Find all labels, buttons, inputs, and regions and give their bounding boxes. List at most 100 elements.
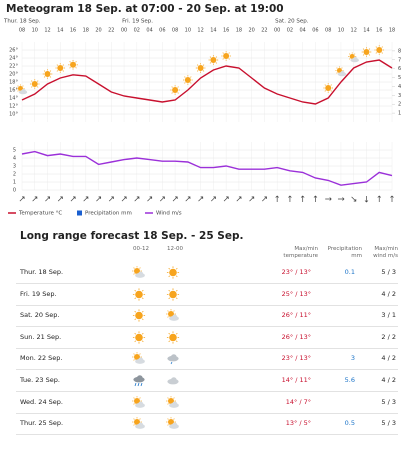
y-tick-label: 0: [13, 188, 16, 194]
sun: [44, 71, 51, 77]
sun-ray: [209, 56, 212, 58]
sun-ray: [168, 340, 171, 342]
hour-label: 08: [172, 28, 178, 34]
day: Sun. 21 Sep.: [20, 332, 62, 341]
sun-ray: [141, 332, 144, 335]
legend-label: Temperature °C: [18, 211, 62, 217]
sun-ray: [69, 67, 71, 69]
sun-ray: [336, 67, 338, 69]
sun-ray: [49, 76, 52, 78]
wind: 5 / 3: [381, 268, 396, 276]
day-label: Sat. 20 Sep.: [275, 19, 309, 25]
sun-ray: [133, 273, 135, 275]
hour-label: 02: [287, 28, 293, 34]
sun-ray: [349, 53, 351, 55]
forecast-title: Long range forecast 18 Sep. - 25 Sep.: [20, 230, 244, 242]
temperature: 26° / 11°: [281, 311, 311, 320]
sun-ray: [196, 70, 199, 72]
sun-ray: [31, 80, 33, 82]
sun-ray: [349, 58, 351, 60]
temperature: 26° / 13°: [281, 332, 311, 341]
sun-ray: [167, 396, 169, 399]
wind: 4 / 2: [381, 289, 396, 298]
y2-tick-label: 6: [398, 66, 401, 72]
y-tick-label: 10°: [9, 112, 18, 118]
hour-label: 10: [32, 28, 38, 34]
sun-ray: [341, 67, 343, 69]
y2-tick-label: 4: [398, 84, 401, 90]
y2-tick-label: 1: [398, 111, 401, 117]
sun: [197, 65, 204, 71]
temperature: 23° / 13°: [281, 268, 311, 276]
wind-arrow: [262, 196, 267, 202]
sun-ray: [167, 424, 169, 426]
sun: [135, 311, 143, 320]
weather-icon: [132, 352, 145, 365]
sun: [349, 54, 355, 59]
y-tick-label: 14°: [9, 96, 18, 102]
sun-ray: [375, 46, 377, 48]
forecast-row: Sun. 21 Sep. 26° / 13° 2 / 2: [16, 327, 398, 349]
hour-label: 22: [261, 28, 267, 34]
sun-ray: [167, 316, 169, 318]
hour-label: 20: [95, 28, 101, 34]
y2-tick-label: 7: [398, 57, 401, 63]
y2-tick-label: 3: [398, 93, 401, 99]
weather-icon: [132, 395, 145, 408]
series-line: [21, 59, 393, 105]
legend-label: Wind m/s: [156, 211, 182, 217]
weather-icon: [166, 331, 180, 344]
sun-ray: [368, 48, 371, 50]
cloud: [137, 375, 143, 381]
wind-arrow: [313, 195, 318, 202]
hour-label: 00: [121, 28, 127, 34]
sun-ray: [43, 76, 46, 78]
y-tick-label: 24°: [9, 56, 18, 62]
sun-ray: [375, 52, 377, 54]
sun-ray: [62, 64, 64, 66]
sun-ray: [139, 396, 141, 399]
sun-ray: [177, 92, 179, 94]
sun-ray: [173, 418, 175, 420]
sun-ray: [324, 84, 326, 86]
hour-label: 22: [108, 28, 114, 34]
column-header: Max/min wind m/s: [373, 246, 398, 259]
sun-ray: [134, 311, 137, 313]
wind-arrow: [275, 195, 279, 202]
hour-label: 14: [363, 28, 369, 34]
cloud: [138, 422, 144, 428]
y-tick-label: 20°: [9, 72, 18, 78]
sun: [168, 419, 174, 426]
temperature: 14° / 11°: [281, 376, 311, 384]
sun: [169, 290, 177, 298]
sun-ray: [134, 318, 137, 321]
wind: 3 / 1: [381, 311, 396, 320]
weather-icon: [132, 266, 145, 278]
sun-ray: [336, 72, 338, 74]
weather-icon: [132, 417, 145, 430]
y-tick-label: 5: [13, 148, 16, 154]
sun-ray: [175, 275, 178, 278]
column-header: 12-00: [167, 246, 183, 252]
day-label: Thur. 18 Sep.: [3, 19, 41, 25]
forecast-row: Tue. 23 Sep. 14° / 11° 5.6 4 / 2: [16, 370, 398, 392]
sun-ray: [43, 70, 46, 72]
wind-arrow: [134, 196, 140, 202]
wind-arrow: [288, 195, 292, 202]
sun: [169, 333, 177, 342]
sun-ray: [139, 353, 141, 356]
weather-icon: [167, 354, 179, 365]
sun-ray: [209, 62, 212, 64]
weather-icon: [132, 331, 146, 344]
day: Tue. 23 Sep.: [20, 376, 60, 384]
sun-ray: [141, 318, 144, 321]
hour-label: 16: [70, 28, 76, 34]
sun-ray: [168, 275, 171, 278]
sun-ray: [381, 46, 383, 48]
cloud: [340, 70, 345, 76]
sun: [210, 57, 217, 63]
hour-label: 12: [44, 28, 50, 34]
sun-ray: [133, 396, 135, 399]
sun-ray: [133, 353, 135, 356]
sun-ray: [222, 58, 224, 60]
